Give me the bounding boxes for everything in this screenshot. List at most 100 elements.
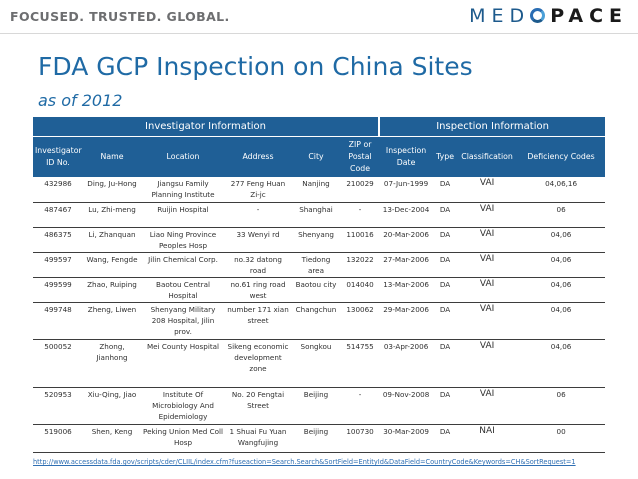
cell-zip: 014040 bbox=[341, 277, 380, 303]
cell-location: Jiangsu Family Planning Institute bbox=[141, 177, 225, 203]
cell-date: 20-Mar-2006 bbox=[379, 227, 434, 253]
cell-classification: VAI bbox=[457, 302, 518, 340]
cell-classification: VAI bbox=[457, 202, 518, 228]
cell-location: Institute Of Microbiology And Epidemiolo… bbox=[141, 387, 225, 425]
cell-location: Liao Ning Province Peoples Hosp bbox=[141, 227, 225, 253]
cell-classification: VAI bbox=[457, 387, 518, 425]
cell-address: no.32 datong road bbox=[225, 252, 291, 278]
table-row: 500052 Zhong, Jianhong Mei County Hospit… bbox=[33, 339, 606, 388]
cell-address: No. 20 Fengtai Street bbox=[225, 387, 291, 425]
col-city: City bbox=[291, 136, 341, 177]
cell-city: Shenyang bbox=[291, 227, 341, 253]
cell-date: 03-Apr-2006 bbox=[379, 339, 434, 388]
cell-type: DA bbox=[433, 177, 458, 203]
table-row: 487467 Lu, Zhi-meng Ruijin Hospital - Sh… bbox=[33, 202, 606, 228]
cell-type: DA bbox=[433, 387, 458, 425]
cell-classification: VAI bbox=[457, 252, 518, 278]
cell-location: Shenyang Military 208 Hospital, Jilin pr… bbox=[141, 302, 225, 340]
cell-classification: VAI bbox=[457, 277, 518, 303]
cell-id: 499599 bbox=[33, 277, 83, 303]
cell-address: 33 Wenyi rd bbox=[225, 227, 291, 253]
cell-city: Beijing bbox=[291, 387, 341, 425]
cell-address: Sikeng economic development zone bbox=[225, 339, 291, 388]
cell-name: Zheng, Liwen bbox=[83, 302, 141, 340]
table-row: 486375 Li, Zhanquan Liao Ning Province P… bbox=[33, 227, 606, 253]
cell-date: 27-Mar-2006 bbox=[379, 252, 434, 278]
cell-name: Xiu-Qing, Jiao bbox=[83, 387, 141, 425]
cell-deficiency: 04,06 bbox=[517, 277, 606, 303]
cell-city: Beijing bbox=[291, 424, 341, 453]
cell-city: Nanjing bbox=[291, 177, 341, 203]
group-investigator-header: Investigator Information bbox=[33, 117, 380, 137]
cell-address: number 171 xian street bbox=[225, 302, 291, 340]
cell-deficiency: 00 bbox=[517, 424, 606, 453]
col-classification: Classification bbox=[457, 136, 518, 177]
cell-date: 13-Dec-2004 bbox=[379, 202, 434, 228]
cell-id: 486375 bbox=[33, 227, 83, 253]
inspection-table: Investigator Information Inspection Info… bbox=[33, 117, 606, 453]
group-header-row: Investigator Information Inspection Info… bbox=[33, 117, 606, 137]
table-row: 499748 Zheng, Liwen Shenyang Military 20… bbox=[33, 302, 606, 340]
cell-deficiency: 04,06,16 bbox=[517, 177, 606, 203]
col-address: Address bbox=[225, 136, 291, 177]
cell-zip: - bbox=[341, 202, 380, 228]
cell-deficiency: 04,06 bbox=[517, 227, 606, 253]
column-header-row: Investigator ID No. Name Location Addres… bbox=[33, 136, 606, 177]
tagline: FOCUSED. TRUSTED. GLOBAL. bbox=[10, 9, 230, 24]
medpace-logo: MED PACE bbox=[469, 5, 628, 27]
cell-classification: VAI bbox=[457, 177, 518, 203]
cell-id: 519006 bbox=[33, 424, 83, 453]
cell-location: Mei County Hospital bbox=[141, 339, 225, 388]
cell-type: DA bbox=[433, 252, 458, 278]
cell-classification: NAI bbox=[457, 424, 518, 453]
col-investigator-id: Investigator ID No. bbox=[33, 136, 83, 177]
cell-city: Songkou bbox=[291, 339, 341, 388]
cell-id: 520953 bbox=[33, 387, 83, 425]
cell-zip: 130062 bbox=[341, 302, 380, 340]
cell-type: DA bbox=[433, 277, 458, 303]
table-row: 432986 Ding, Ju-Hong Jiangsu Family Plan… bbox=[33, 177, 606, 203]
cell-zip: 210029 bbox=[341, 177, 380, 203]
cell-name: Lu, Zhi-meng bbox=[83, 202, 141, 228]
cell-name: Li, Zhanquan bbox=[83, 227, 141, 253]
cell-city: Tiedong area bbox=[291, 252, 341, 278]
page-subtitle: as of 2012 bbox=[38, 91, 123, 110]
logo-text-pace: PACE bbox=[550, 5, 628, 27]
cell-type: DA bbox=[433, 339, 458, 388]
cell-deficiency: 04,06 bbox=[517, 252, 606, 278]
cell-location: Jilin Chemical Corp. bbox=[141, 252, 225, 278]
logo-ring-icon bbox=[530, 8, 546, 23]
source-link[interactable]: http://www.accessdata.fda.gov/scripts/cd… bbox=[33, 458, 576, 466]
cell-name: Wang, Fengde bbox=[83, 252, 141, 278]
cell-date: 07-Jun-1999 bbox=[379, 177, 434, 203]
col-type: Type bbox=[433, 136, 458, 177]
table-row: 519006 Shen, Keng Peking Union Med Coll … bbox=[33, 424, 606, 453]
cell-id: 499748 bbox=[33, 302, 83, 340]
cell-deficiency: 04,06 bbox=[517, 339, 606, 388]
cell-city: Shanghai bbox=[291, 202, 341, 228]
cell-zip: 514755 bbox=[341, 339, 380, 388]
cell-zip: 100730 bbox=[341, 424, 380, 453]
cell-id: 487467 bbox=[33, 202, 83, 228]
cell-address: no.61 ring road west bbox=[225, 277, 291, 303]
cell-classification: VAI bbox=[457, 339, 518, 388]
table-row: 499599 Zhao, Ruiping Baotou Central Hosp… bbox=[33, 277, 606, 303]
cell-id: 500052 bbox=[33, 339, 83, 388]
cell-name: Shen, Keng bbox=[83, 424, 141, 453]
cell-type: DA bbox=[433, 302, 458, 340]
col-name: Name bbox=[83, 136, 141, 177]
col-deficiency-codes: Deficiency Codes bbox=[517, 136, 606, 177]
cell-type: DA bbox=[433, 424, 458, 453]
cell-address: - bbox=[225, 202, 291, 228]
logo-text-med: MED bbox=[469, 5, 531, 27]
cell-deficiency: 04,06 bbox=[517, 302, 606, 340]
cell-deficiency: 06 bbox=[517, 387, 606, 425]
cell-name: Zhong, Jianhong bbox=[83, 339, 141, 388]
cell-city: Changchun bbox=[291, 302, 341, 340]
cell-id: 499597 bbox=[33, 252, 83, 278]
cell-type: DA bbox=[433, 227, 458, 253]
cell-zip: - bbox=[341, 387, 380, 425]
cell-type: DA bbox=[433, 202, 458, 228]
cell-address: 1 Shuai Fu Yuan Wangfujing bbox=[225, 424, 291, 453]
cell-date: 29-Mar-2006 bbox=[379, 302, 434, 340]
